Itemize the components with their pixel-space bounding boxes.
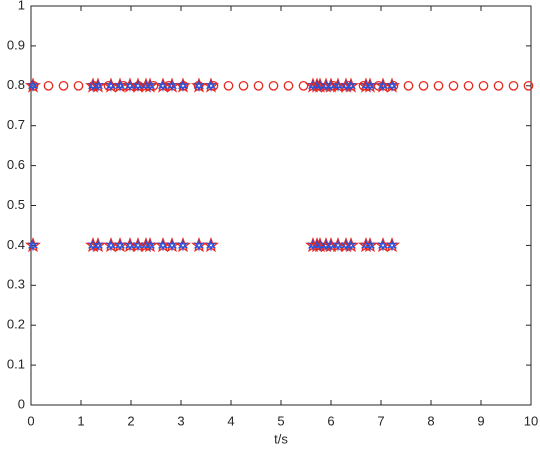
point xyxy=(523,80,534,91)
y-tick-label: 0.2 xyxy=(7,317,25,332)
point-star xyxy=(92,239,104,252)
point-star xyxy=(345,79,357,93)
y-tick-label: 0.8 xyxy=(7,77,25,92)
point xyxy=(448,80,459,91)
y-tick-label: 0.4 xyxy=(7,237,25,252)
y-tick-label: 0.9 xyxy=(7,37,25,52)
point xyxy=(343,77,359,93)
x-tick-label: 7 xyxy=(377,413,384,428)
point-star xyxy=(364,239,376,252)
point xyxy=(433,80,444,91)
point xyxy=(403,80,414,91)
point xyxy=(203,77,219,93)
x-tick-label: 8 xyxy=(427,413,434,428)
point xyxy=(343,237,359,253)
y-tick-label: 0.7 xyxy=(7,117,25,132)
point xyxy=(493,80,504,91)
point-star xyxy=(92,79,104,93)
point xyxy=(175,77,191,93)
point-star xyxy=(144,79,156,93)
point xyxy=(418,80,429,91)
x-tick-label: 1 xyxy=(77,413,84,428)
point xyxy=(90,77,106,93)
point xyxy=(463,80,474,91)
x-tick-label: 5 xyxy=(277,413,284,428)
x-tick-label: 9 xyxy=(477,413,484,428)
y-tick-label: 0.3 xyxy=(7,277,25,292)
point xyxy=(90,237,106,253)
point-star xyxy=(166,79,178,93)
point-star xyxy=(166,239,178,252)
x-axis-label: t/s xyxy=(274,431,288,446)
point-star xyxy=(345,239,357,252)
point-star xyxy=(386,79,398,93)
point-star xyxy=(177,79,189,93)
point-star xyxy=(193,239,205,252)
point xyxy=(203,237,219,253)
point-star xyxy=(177,239,189,252)
point xyxy=(268,80,279,91)
point xyxy=(142,77,158,93)
y-tick-label: 0 xyxy=(18,396,25,411)
point xyxy=(384,237,400,253)
point xyxy=(298,80,309,91)
point xyxy=(478,80,489,91)
y-tick-label: 0.6 xyxy=(7,157,25,172)
point xyxy=(362,237,378,253)
x-tick-label: 6 xyxy=(327,413,334,428)
y-tick-label: 0.1 xyxy=(7,357,25,372)
point xyxy=(58,80,69,91)
point xyxy=(362,77,378,93)
point xyxy=(223,80,234,91)
point-star xyxy=(205,239,217,252)
point xyxy=(142,237,158,253)
x-tick-label: 2 xyxy=(127,413,134,428)
point xyxy=(508,80,519,91)
point-star xyxy=(364,79,376,93)
point xyxy=(238,80,249,91)
y-tick-label: 0.5 xyxy=(7,197,25,212)
point xyxy=(191,237,207,253)
point-star xyxy=(27,239,39,252)
point-star xyxy=(205,79,217,93)
plot-area xyxy=(30,5,532,406)
point xyxy=(25,77,41,93)
point xyxy=(43,80,54,91)
point xyxy=(283,80,294,91)
point xyxy=(73,80,84,91)
point-star xyxy=(386,239,398,252)
point xyxy=(253,80,264,91)
x-tick-label: 10 xyxy=(524,413,538,428)
x-tick-label: 4 xyxy=(227,413,234,428)
point-star xyxy=(27,79,39,93)
point xyxy=(175,237,191,253)
y-tick-label: 1 xyxy=(18,0,25,12)
x-tick-label: 0 xyxy=(27,413,34,428)
point xyxy=(384,77,400,93)
point-star xyxy=(193,79,205,93)
point xyxy=(25,237,41,253)
point-star xyxy=(144,239,156,252)
x-tick-label: 3 xyxy=(177,413,184,428)
point xyxy=(191,77,207,93)
